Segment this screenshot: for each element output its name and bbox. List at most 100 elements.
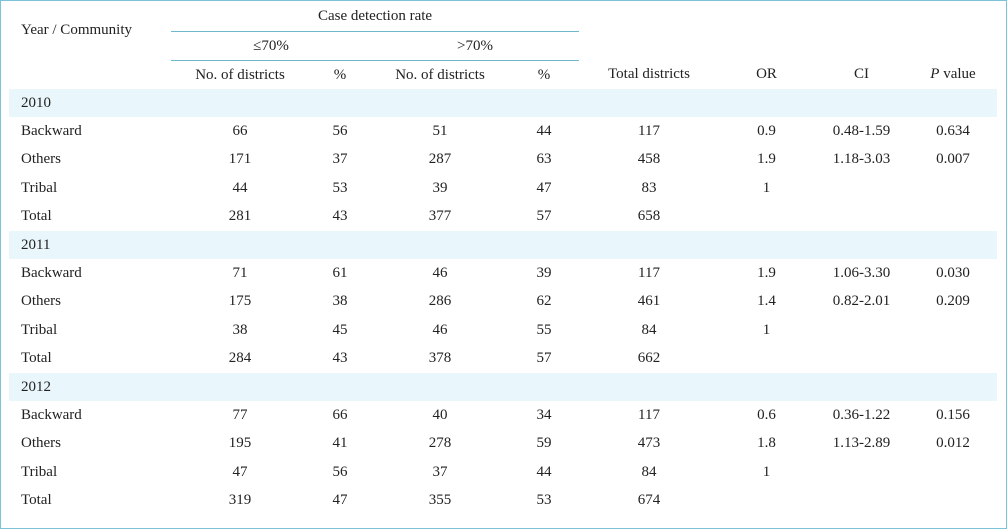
cell-p-value [909, 487, 997, 516]
data-table: Year / Community Case detection rate ≤70… [9, 1, 997, 515]
cell-districts-high: 51 [432, 122, 448, 139]
cell-odds-ratio: 1 [762, 463, 771, 480]
cell-p-value [909, 203, 997, 232]
subheader-low: ≤70% [171, 31, 371, 61]
community-label: Total [21, 492, 52, 509]
community-label: Total [21, 208, 52, 225]
col-header-total: Total districts [608, 66, 690, 83]
cell-p-value [909, 316, 997, 345]
cell-confidence-interval [814, 174, 909, 203]
cell-districts-low: 175 [228, 293, 252, 310]
cell-total-districts: 461 [637, 293, 661, 310]
cell-confidence-interval: 0.36-1.22 [832, 406, 891, 423]
community-label: Others [21, 293, 61, 310]
cell-odds-ratio: 1.8 [757, 435, 776, 452]
year-row: 2011 [9, 231, 997, 259]
cell-pct-low: 61 [332, 264, 348, 281]
cell-p-value [909, 458, 997, 487]
community-label: Others [21, 151, 61, 168]
cell-pct-low: 41 [332, 435, 348, 452]
cell-odds-ratio [719, 487, 814, 516]
cell-pct-low: 43 [332, 350, 348, 367]
cell-pct-high: 62 [536, 293, 552, 310]
community-label: Tribal [21, 321, 58, 338]
table-row: Backward 71 61 46 39 117 1.9 1.06-3.30 0.030 [9, 259, 997, 288]
cell-districts-high: 377 [428, 208, 452, 225]
cell-pct-low: 47 [332, 492, 348, 509]
year-label: 2012 [9, 373, 997, 401]
cell-districts-high: 278 [428, 435, 452, 452]
table-row: Others 175 38 286 62 461 1.4 0.82-2.01 0.209 [9, 288, 997, 317]
year-label: 2010 [9, 89, 997, 117]
cell-total-districts: 83 [641, 179, 657, 196]
cell-districts-high: 37 [432, 463, 448, 480]
col-header-ci: CI [854, 66, 869, 83]
cell-p-value: 0.634 [936, 122, 970, 139]
table-row: Backward 77 66 40 34 117 0.6 0.36-1.22 0.156 [9, 401, 997, 430]
cell-confidence-interval [814, 487, 909, 516]
cell-pct-low: 45 [332, 321, 348, 338]
col-header-districts-high: No. of districts [395, 66, 485, 83]
cell-pct-low: 43 [332, 208, 348, 225]
cell-odds-ratio [719, 345, 814, 374]
cell-total-districts: 117 [638, 122, 660, 139]
community-label: Others [21, 435, 61, 452]
cell-districts-low: 66 [232, 122, 248, 139]
cell-total-districts: 662 [637, 350, 661, 367]
cell-districts-high: 286 [428, 293, 452, 310]
community-label: Tribal [21, 463, 58, 480]
cell-districts-low: 38 [232, 321, 248, 338]
cell-districts-high: 40 [432, 406, 448, 423]
cell-p-value: 0.209 [936, 293, 970, 310]
cell-odds-ratio: 1.9 [757, 264, 776, 281]
cell-districts-high: 39 [432, 179, 448, 196]
cell-districts-low: 77 [232, 406, 248, 423]
cell-confidence-interval [814, 203, 909, 232]
cell-districts-low: 281 [228, 208, 252, 225]
cell-districts-high: 46 [432, 264, 448, 281]
cell-odds-ratio: 1 [762, 321, 771, 338]
cell-confidence-interval [814, 345, 909, 374]
col-header-or: OR [756, 66, 777, 83]
cell-districts-low: 319 [228, 492, 252, 509]
cell-total-districts: 674 [637, 492, 661, 509]
cell-pct-low: 37 [332, 151, 348, 168]
cell-total-districts: 473 [637, 435, 661, 452]
cell-pct-high: 44 [536, 122, 552, 139]
cell-total-districts: 84 [641, 463, 657, 480]
year-row: 2012 [9, 373, 997, 401]
cell-confidence-interval: 0.82-2.01 [832, 293, 891, 310]
cell-pct-high: 63 [536, 151, 552, 168]
col-header-p-value: P value [909, 61, 997, 90]
cell-confidence-interval [814, 458, 909, 487]
table-row: Total 281 43 377 57 658 [9, 203, 997, 232]
cell-pct-high: 39 [536, 264, 552, 281]
cell-pct-low: 53 [332, 179, 348, 196]
col-header-districts-low: No. of districts [195, 66, 285, 83]
cell-districts-low: 284 [228, 350, 252, 367]
cell-pct-high: 47 [536, 179, 552, 196]
p-value-text: value [939, 66, 976, 83]
cell-pct-high: 34 [536, 406, 552, 423]
cell-odds-ratio: 0.6 [757, 406, 776, 423]
table-row: Tribal 38 45 46 55 84 1 [9, 316, 997, 345]
cell-confidence-interval: 0.48-1.59 [832, 122, 891, 139]
cell-districts-low: 47 [232, 463, 248, 480]
cell-odds-ratio [719, 203, 814, 232]
cell-pct-low: 56 [332, 122, 348, 139]
community-label: Backward [21, 264, 82, 281]
cell-p-value: 0.012 [936, 435, 970, 452]
cell-districts-low: 44 [232, 179, 248, 196]
cell-pct-high: 55 [536, 321, 552, 338]
cell-pct-high: 57 [536, 208, 552, 225]
cell-p-value [909, 174, 997, 203]
table-row: Tribal 47 56 37 44 84 1 [9, 458, 997, 487]
year-row: 2010 [9, 89, 997, 117]
table-row: Backward 66 56 51 44 117 0.9 0.48-1.59 0.634 [9, 117, 997, 146]
cell-pct-low: 56 [332, 463, 348, 480]
header-row-columns: No. of districts % No. of districts % To… [9, 61, 997, 90]
cell-districts-high: 287 [428, 151, 452, 168]
cell-odds-ratio: 1.4 [757, 293, 776, 310]
row-label-header: Year / Community [21, 22, 132, 39]
cell-pct-high: 59 [536, 435, 552, 452]
